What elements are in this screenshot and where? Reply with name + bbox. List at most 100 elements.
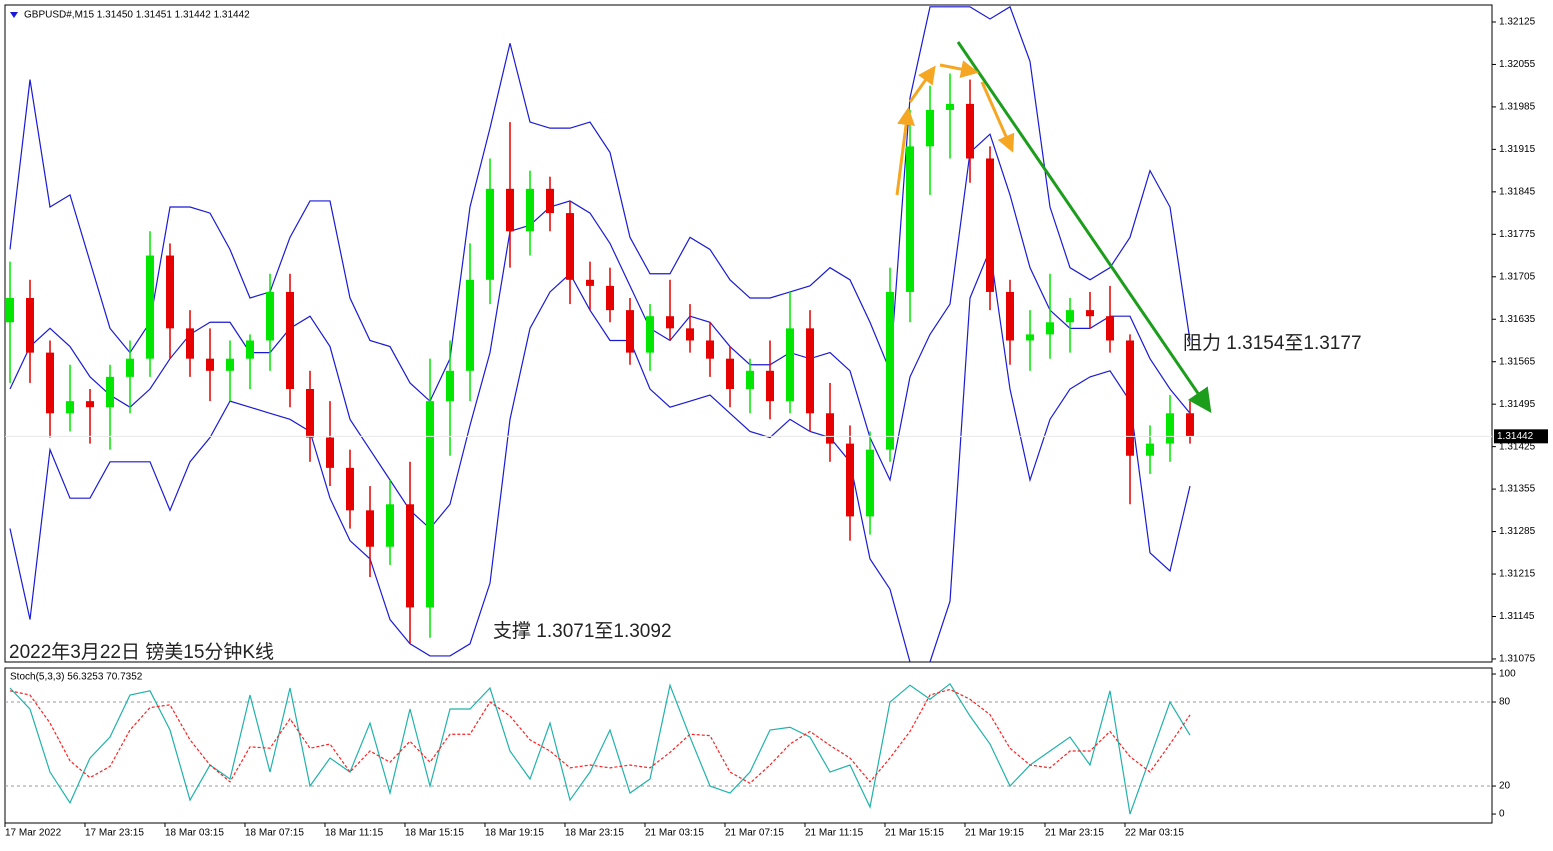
candle-body	[1006, 291, 1014, 341]
bollinger-band	[9, 133, 1191, 530]
y-tick-label: 1.32055	[1499, 59, 1536, 70]
candle-body	[566, 213, 574, 280]
candle-body	[846, 443, 854, 517]
y-tick-label: 1.31705	[1499, 271, 1536, 282]
candle-body	[506, 188, 514, 232]
y-tick-label: 0	[1499, 809, 1505, 820]
candle-body	[926, 109, 934, 147]
y-tick-label: 1.31495	[1499, 399, 1536, 410]
y-tick-label: 1.31285	[1499, 526, 1536, 537]
candle-body	[206, 358, 214, 371]
candle-body	[266, 291, 274, 341]
x-tick-label: 18 Mar 19:15	[485, 828, 544, 839]
swing-arrow	[939, 60, 979, 78]
x-tick-label: 17 Mar 2022	[5, 828, 62, 839]
x-tick-label: 17 Mar 23:15	[85, 828, 144, 839]
candle-body	[306, 389, 314, 438]
axes: 1.32125 1.32055 1.31985 1.31915 1.31845 1.317…	[4, 17, 1548, 839]
candle-body	[1086, 310, 1094, 317]
candle-body	[406, 504, 414, 608]
candle-body	[1146, 443, 1154, 456]
y-tick-label: 80	[1499, 697, 1511, 708]
candle-body	[126, 358, 134, 377]
bollinger-band	[9, 5, 1191, 403]
candle-body	[586, 279, 594, 286]
candle-body	[806, 328, 814, 414]
y-tick-label: 1.32125	[1499, 17, 1536, 28]
candle-body	[746, 370, 754, 390]
y-tick-label: 20	[1499, 781, 1511, 792]
candle-body	[726, 358, 734, 390]
main-panel	[4, 4, 1493, 663]
candle-body	[646, 316, 654, 353]
candle-body	[326, 437, 334, 468]
candle-body	[46, 352, 54, 414]
last-price-box	[1494, 429, 1548, 444]
candle-body	[1026, 334, 1034, 341]
last-price-label: 1.31442	[1497, 431, 1534, 442]
stoch-line	[9, 688, 1191, 784]
candle-body	[446, 370, 454, 402]
y-tick-label: 1.31215	[1499, 569, 1536, 580]
y-tick-label: 1.31145	[1499, 611, 1535, 622]
menu-triangle[interactable]	[10, 12, 18, 18]
x-tick-label: 22 Mar 03:15	[1125, 828, 1184, 839]
x-tick-label: 21 Mar 19:15	[965, 828, 1024, 839]
swing-arrow	[908, 65, 936, 103]
candle-body	[346, 467, 354, 511]
candle-body	[546, 188, 554, 214]
x-tick-label: 18 Mar 23:15	[565, 828, 624, 839]
stoch-header: Stoch(5,3,3) 56.3253 70.7352	[10, 672, 143, 683]
x-tick-label: 18 Mar 07:15	[245, 828, 304, 839]
candle-body	[1106, 316, 1114, 341]
candle-body	[866, 449, 874, 517]
candle-body	[786, 328, 794, 402]
support-note: 支撑 1.3071至1.3092	[493, 620, 672, 642]
x-tick-label: 18 Mar 15:15	[405, 828, 464, 839]
candle-body	[1066, 310, 1074, 323]
candle-body	[466, 279, 474, 371]
candle-body	[426, 401, 434, 608]
main-plot	[5, 5, 1492, 662]
candle-body	[906, 146, 914, 292]
x-tick-label: 21 Mar 15:15	[885, 828, 944, 839]
y-tick-label: 1.31985	[1499, 102, 1536, 113]
candle-body	[1126, 340, 1134, 456]
candle-body	[146, 255, 154, 359]
candle-body	[66, 401, 74, 414]
candle-body	[26, 298, 34, 353]
candle-body	[626, 310, 634, 353]
candle-body	[606, 285, 614, 311]
y-tick-label: 1.31635	[1499, 314, 1536, 325]
candle-body	[826, 413, 834, 444]
x-tick-label: 21 Mar 07:15	[725, 828, 784, 839]
swing-arrow	[980, 81, 1015, 153]
y-tick-label: 1.31565	[1499, 356, 1536, 367]
y-tick-label: 1.31915	[1499, 144, 1536, 155]
candle-body	[6, 298, 14, 323]
candle-body	[366, 510, 374, 547]
chart-header: GBPUSD#,M15 1.31450 1.31451 1.31442 1.31…	[24, 10, 250, 21]
candle-body	[526, 188, 534, 232]
candle-body	[1046, 322, 1054, 335]
candle-body	[986, 158, 994, 292]
candle-body	[966, 103, 974, 159]
swing-arrow	[895, 107, 916, 196]
x-tick-label: 21 Mar 23:15	[1045, 828, 1104, 839]
stoch-line	[9, 682, 1191, 815]
candle-body	[186, 328, 194, 359]
candle-body	[1166, 413, 1174, 444]
stoch-plot	[5, 682, 1492, 815]
candle-body	[386, 504, 394, 547]
candle-body	[886, 291, 894, 450]
candle-body	[1186, 413, 1194, 437]
candle-body	[166, 255, 174, 329]
x-tick-label: 18 Mar 03:15	[165, 828, 224, 839]
y-tick-label: 1.31355	[1499, 484, 1536, 495]
chart-caption: 2022年3月22日 镑美15分钟K线	[9, 641, 274, 663]
stoch-panel	[4, 667, 1493, 824]
x-tick-label: 21 Mar 11:15	[805, 828, 864, 839]
